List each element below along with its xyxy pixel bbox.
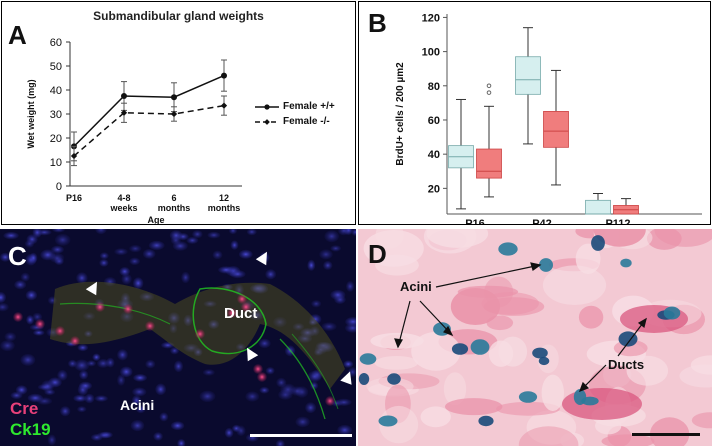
y-tick-label: 20: [428, 183, 440, 195]
data-point: [70, 152, 78, 160]
box: [476, 148, 502, 179]
y-tick-label: 40: [50, 85, 62, 97]
data-point: [171, 94, 177, 101]
x-tick-label: weeks: [109, 203, 137, 213]
panel-d-histology-micrograph: D Acini Ducts: [358, 229, 712, 446]
acini-label: Acini: [400, 279, 432, 294]
series-line: [73, 74, 225, 147]
y-tick-label: 80: [428, 81, 440, 93]
legend-label: Female +/+: [283, 101, 335, 112]
fluorescence-image: [0, 229, 356, 446]
y-tick-label: 120: [422, 12, 440, 24]
legend-solid-line-icon: [255, 103, 279, 110]
y-tick-label: 0: [56, 181, 62, 193]
x-tick-label: P16: [465, 218, 485, 225]
acini-label: Acini: [120, 397, 155, 413]
y-tick-label: 100: [422, 47, 440, 59]
box: [515, 56, 541, 95]
scale-bar: [250, 434, 352, 437]
y-tick-label: 20: [50, 133, 62, 145]
y-axis-label: BrdU+ cells / 200 µm2: [395, 62, 406, 166]
x-tick-label: P16: [66, 193, 82, 203]
x-tick-label: 6: [171, 193, 176, 203]
box-plot-svg: 20 40 60 80 100 120 P16 P42 P112 BrdU+ cells / 20…: [395, 12, 702, 225]
data-point: [220, 102, 228, 109]
data-point: [121, 93, 127, 99]
panel-letter-b: B: [368, 8, 387, 38]
duct-label: Duct: [224, 305, 258, 322]
x-tick-label: months: [158, 203, 191, 213]
outlier-point: [486, 83, 492, 89]
x-tick-label: P112: [605, 218, 630, 225]
x-tick-label: 4-8: [117, 193, 130, 203]
x-axis-label: Age: [147, 215, 164, 225]
box: [543, 111, 569, 148]
legend-item-female-ko: Female -/-: [255, 114, 335, 129]
data-point: [170, 110, 178, 118]
legend-dashed-line-icon: [255, 118, 279, 125]
legend-label: Female -/-: [283, 116, 330, 127]
y-axis-label: Wet weight (mg): [26, 79, 36, 148]
y-tick-label: 10: [50, 157, 62, 169]
ck19-stain-label: Ck19: [10, 420, 51, 439]
box: [585, 199, 611, 215]
data-point: [221, 72, 227, 79]
x-tick-label: months: [208, 203, 241, 213]
ducts-label: Ducts: [608, 357, 645, 372]
outlier-point: [486, 90, 492, 95]
panel-c-fluorescence-micrograph: C Duct Acini Cre Ck19: [0, 229, 356, 446]
panel-letter-d: D: [368, 239, 387, 269]
data-point: [120, 109, 128, 116]
panel-letter-a: A: [8, 20, 27, 50]
cre-stain-label: Cre: [10, 399, 39, 418]
y-tick-label: 60: [50, 37, 62, 49]
chart-legend: Female +/+ Female -/-: [255, 99, 335, 129]
y-tick-label: 40: [428, 149, 440, 161]
panel-b-box-plot: B 20 40 60 80 100 120 P16 P42 P112 BrdU+ cells / …: [358, 1, 711, 225]
panel-letter-c: C: [8, 241, 27, 271]
legend-item-female-wt: Female +/+: [255, 99, 335, 114]
y-tick-label: 60: [428, 115, 440, 127]
chart-title: Submandibular gland weights: [93, 9, 264, 23]
histology-image: [358, 229, 712, 446]
x-tick-label: 12: [219, 193, 229, 203]
y-tick-label: 30: [50, 109, 62, 121]
y-tick-label: 50: [50, 61, 62, 73]
series-line: [73, 104, 225, 157]
panel-a-line-chart: Submandibular gland weights A 0 10 20 30 40 5…: [1, 1, 356, 225]
x-tick-label: P42: [532, 218, 552, 225]
scale-bar: [632, 433, 700, 436]
